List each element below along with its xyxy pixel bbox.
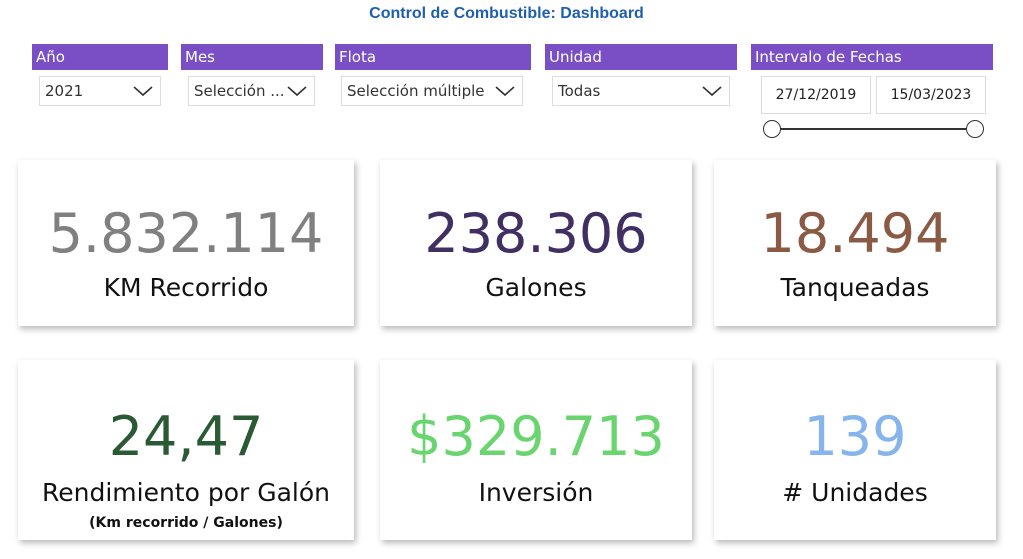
chevron-down-icon [702,86,722,97]
kpi-label-unidades: # Unidades [782,478,928,507]
kpi-sublabel-rendimiento: (Km recorrido / Galones) [89,515,283,531]
flota-dropdown[interactable]: Selección múltiple [341,76,523,106]
kpi-card-unidades: 139 # Unidades [714,360,996,540]
kpi-value-unidades: 139 [803,405,907,468]
flota-dropdown-value: Selección múltiple [347,82,485,100]
kpi-card-tanqueadas: 18.494 Tanqueadas [714,160,996,326]
date-range-start-handle[interactable] [763,120,781,138]
page-title: Control de Combustible: Dashboard [369,5,644,22]
mes-dropdown[interactable]: Selección ... [188,76,315,106]
mes-dropdown-value: Selección ... [194,82,285,100]
kpi-value-tanqueadas: 18.494 [760,202,950,265]
kpi-card-km: 5.832.114 KM Recorrido [18,160,354,326]
unidad-dropdown[interactable]: Todas [552,76,730,106]
start-date-input[interactable]: 27/12/2019 [761,76,871,114]
kpi-card-rendimiento: 24,47 Rendimiento por Galón (Km recorrid… [18,360,354,540]
kpi-card-galones: 238.306 Galones [380,160,692,326]
kpi-label-km: KM Recorrido [103,273,269,302]
kpi-label-rendimiento: Rendimiento por Galón [41,478,331,507]
slicer-header-anio: Año [32,44,168,70]
slicer-header-mes: Mes [181,44,323,70]
kpi-value-rendimiento: 24,47 [108,405,264,468]
chevron-down-icon [133,86,153,97]
chevron-down-icon [495,86,515,97]
slicer-header-intervalo: Intervalo de Fechas [751,44,993,70]
slicer-header-unidad: Unidad [545,44,737,70]
kpi-value-inversion: $329.713 [407,405,665,468]
kpi-card-inversion: $329.713 Inversión [380,360,692,540]
kpi-label-tanqueadas: Tanqueadas [780,273,930,302]
date-range-end-handle[interactable] [966,120,984,138]
kpi-label-galones: Galones [485,273,587,302]
chevron-down-icon [287,86,307,97]
anio-dropdown[interactable]: 2021 [39,76,161,106]
kpi-value-galones: 238.306 [424,202,648,265]
anio-dropdown-value: 2021 [45,82,84,100]
kpi-label-inversion: Inversión [478,478,594,507]
date-range-slider-track[interactable] [772,128,975,130]
slicer-header-flota: Flota [335,44,531,70]
end-date-input[interactable]: 15/03/2023 [876,76,986,114]
kpi-value-km: 5.832.114 [48,202,324,265]
unidad-dropdown-value: Todas [558,82,601,100]
